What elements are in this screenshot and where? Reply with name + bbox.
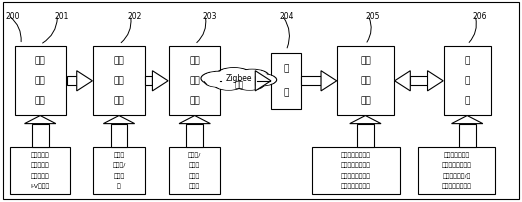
Text: 201: 201 [55,12,69,21]
Circle shape [217,68,251,81]
Bar [271,53,301,109]
Bar [444,46,491,115]
Circle shape [201,71,238,85]
Circle shape [204,72,235,84]
Text: 较，判断故障状态: 较，判断故障状态 [341,184,371,189]
Bar [169,46,220,115]
Text: 模块: 模块 [189,97,200,105]
Text: 平台: 平台 [360,97,371,105]
Circle shape [245,74,277,86]
Text: 串的串/: 串的串/ [112,163,126,168]
Circle shape [247,75,275,85]
Text: 阻: 阻 [117,184,121,189]
Text: 传输: 传输 [189,76,200,85]
Polygon shape [428,71,443,91]
Text: 并联电: 并联电 [113,173,125,179]
Polygon shape [255,71,271,91]
Bar [410,76,428,85]
Text: 电阻: 电阻 [114,56,124,65]
Polygon shape [395,71,410,91]
Text: 网络: 网络 [234,80,244,89]
Bar [357,124,374,147]
Text: I-V数据点: I-V数据点 [31,184,50,189]
Text: 200: 200 [5,12,20,21]
Polygon shape [452,116,483,124]
Circle shape [214,79,243,90]
Text: 数: 数 [465,56,470,65]
Bar [15,46,66,115]
Text: 采集电阻计: 采集电阻计 [31,163,50,168]
Text: Zigbee: Zigbee [226,74,252,83]
Text: 204: 204 [279,12,294,21]
Text: 计算: 计算 [114,76,124,85]
Bar [337,46,394,115]
Polygon shape [77,71,92,91]
Bar [186,124,203,147]
Text: 分析: 分析 [360,76,371,85]
Text: 装置: 装置 [35,97,45,105]
Text: 和纵向的分析与比: 和纵向的分析与比 [341,173,371,179]
Circle shape [235,79,264,90]
Text: 关: 关 [283,88,289,97]
Bar [418,147,495,194]
Bar [312,147,400,194]
Text: 206: 206 [472,12,487,21]
Circle shape [237,80,262,89]
Text: 网: 网 [283,64,289,74]
Circle shape [219,69,248,80]
Text: 205: 205 [365,12,380,21]
Circle shape [238,70,266,81]
Text: 并联电: 并联电 [189,163,200,168]
Bar [301,76,321,85]
Text: 对数据库中和新上: 对数据库中和新上 [341,152,371,158]
Text: 采集: 采集 [35,76,45,85]
Text: 键数据: 键数据 [189,184,200,189]
Text: 数据: 数据 [360,56,371,65]
Polygon shape [179,116,210,124]
Polygon shape [350,116,381,124]
Bar [32,124,49,147]
Circle shape [205,77,232,87]
Bar [93,147,145,194]
Text: 数据: 数据 [35,56,45,65]
Text: 算所需组串: 算所需组串 [31,173,50,179]
Circle shape [235,69,269,82]
Bar [459,124,476,147]
Text: 数、组串中组件个: 数、组串中组件个 [442,163,472,168]
Bar [145,76,152,85]
Text: 数据: 数据 [189,56,200,65]
Polygon shape [152,71,168,91]
Text: 203: 203 [203,12,217,21]
Circle shape [216,80,241,89]
Text: 数、组串的串/并: 数、组串的串/并 [443,173,471,179]
Polygon shape [103,116,135,124]
Text: 阻等关: 阻等关 [189,173,200,179]
Circle shape [207,77,230,86]
Text: 计算组: 计算组 [113,152,125,158]
Text: 上传串/: 上传串/ [188,152,201,158]
Text: 库: 库 [465,97,470,105]
Bar [111,124,127,147]
Polygon shape [25,116,56,124]
Bar [255,76,257,85]
Text: 202: 202 [128,12,143,21]
Polygon shape [321,71,337,91]
Bar [10,147,70,194]
Text: 保存组件搭牌参: 保存组件搭牌参 [444,152,470,158]
Bar [169,147,220,194]
Bar [67,76,77,85]
Text: 模块: 模块 [114,97,124,105]
Text: 据: 据 [465,76,470,85]
Text: 传的数据进行横向: 传的数据进行横向 [341,163,371,168]
Text: 联电阻等关键数据: 联电阻等关键数据 [442,184,472,189]
Bar [93,46,145,115]
Text: 电压调制，: 电压调制， [31,152,50,158]
